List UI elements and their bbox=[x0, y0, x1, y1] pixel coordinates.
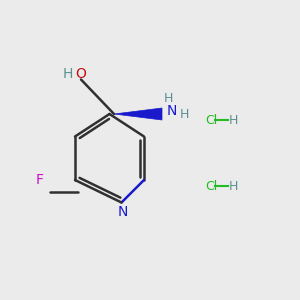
Text: F: F bbox=[35, 173, 44, 187]
Text: N: N bbox=[167, 104, 177, 118]
Text: H: H bbox=[229, 179, 238, 193]
Polygon shape bbox=[114, 108, 162, 120]
Text: O: O bbox=[75, 67, 86, 80]
Text: N: N bbox=[118, 206, 128, 220]
Text: H: H bbox=[179, 108, 189, 121]
Text: Cl: Cl bbox=[206, 179, 218, 193]
Text: H: H bbox=[229, 113, 238, 127]
Text: Cl: Cl bbox=[206, 113, 218, 127]
Text: H: H bbox=[163, 92, 173, 105]
Text: H: H bbox=[63, 67, 74, 80]
